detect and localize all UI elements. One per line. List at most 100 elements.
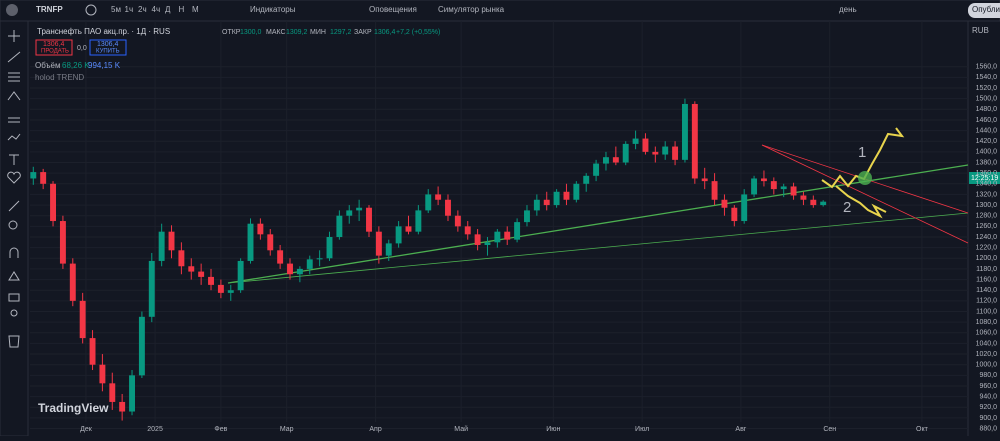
x-tick-label: Июл [635,426,649,433]
y-tick-label: 1440,0 [976,127,998,134]
ohlc-value: 1297,2 [330,29,352,36]
sell-button[interactable] [35,39,73,56]
ohlc-label: ЗАКР [354,29,372,36]
interval[interactable]: 5м [111,5,121,14]
y-tick-label: 1240,0 [976,234,998,241]
y-tick-label: 1400,0 [976,149,998,156]
interval[interactable]: 4ч [152,5,161,14]
candle-body [603,157,609,164]
candle-body [573,183,580,200]
candle-body [247,223,254,261]
interval[interactable]: 1ч [125,5,134,14]
y-tick-label: 1060,0 [976,330,998,337]
y-tick-label: 1460,0 [976,117,998,124]
candle-body [464,226,471,235]
ohlc-value: 1309,2 [286,29,308,36]
period[interactable]: день [839,5,857,14]
candle-body [356,207,363,211]
candle-body [158,231,165,261]
buy[interactable]: КУПИТЬ [96,49,120,55]
x-tick-label: Окт [916,426,929,433]
volume-value: 68,26 K [62,61,90,70]
y-tick-label: 1380,0 [976,159,998,166]
replay[interactable]: Симулятор рынка [438,5,505,14]
y-tick-label: 1180,0 [976,266,997,273]
candle-body [780,186,787,190]
add-symbol[interactable] [85,4,97,16]
y-tick-label: 1320,0 [976,191,998,198]
candle-body [208,276,214,285]
trend-line [227,212,969,284]
candle-body [524,210,530,223]
candle-body [277,250,284,264]
buy-button[interactable] [89,39,127,56]
buy-price[interactable]: 1306,4 [97,41,119,48]
candle-body [59,221,66,264]
interval[interactable]: 2ч [138,5,147,14]
annotation: 2 [843,199,851,216]
candle-body [593,163,600,176]
trend-line [761,144,969,244]
y-tick-label: 1300,0 [976,202,998,209]
candle-body [30,172,37,179]
y-tick-label: 920,0 [979,404,997,411]
interval[interactable]: М [192,5,199,14]
annotation: 1 [858,144,866,161]
publish-button[interactable] [968,3,1000,18]
candle-body [40,172,47,184]
candle-body [691,103,698,179]
y-tick-label: 1500,0 [976,96,998,103]
y-tick-label: 980,0 [979,372,997,379]
candle-body [366,207,372,232]
indicators[interactable]: Индикаторы [250,5,296,14]
candle-body [800,195,807,200]
y-tick-label: 1160,0 [976,276,997,283]
candle-body [770,181,777,190]
sell[interactable]: ПРОДАТЬ [41,49,69,55]
candle-body [99,364,106,384]
candle-body [346,210,353,216]
y-tick-label: 960,0 [979,383,997,390]
legend-title: Транснефть ПАО акц.пр. · 1Д · RUS [37,27,170,36]
volume-label: Объём [35,61,61,70]
candle-body [69,263,76,301]
top-toolbar [0,0,1000,22]
candle-body [237,260,244,291]
symbol[interactable]: TRNFP [36,5,63,14]
y-tick-label: 1220,0 [976,244,998,251]
x-tick-label: Дек [80,426,93,433]
candle-body [119,401,126,412]
candle-body [227,290,234,293]
candle-body [267,234,274,251]
y-tick-label: 1140,0 [976,287,997,294]
candle-body [494,231,501,243]
ohlc-value: 1306,4 [374,29,396,36]
candle-body [760,178,767,182]
y-tick-label: 1120,0 [976,298,997,305]
sell-price[interactable]: 1306,4 [43,41,65,48]
candle-body [583,175,590,184]
candle-body [514,222,521,240]
candle-body [375,231,382,256]
change: +7,2 (+0,55%) [396,29,440,36]
x-tick-label: 2025 [147,426,163,433]
candle-body [89,338,96,365]
y-tick-label: 940,0 [979,393,997,400]
candle-body [415,210,422,232]
candle-body [820,201,827,206]
interval[interactable]: Д [165,5,171,14]
ohlc-value: 1300,0 [240,29,262,36]
candle-body [316,258,323,260]
candle-body [731,207,738,222]
alerts[interactable]: Оповещения [369,5,417,14]
interval[interactable]: Н [179,5,185,14]
spread: 0,0 [77,45,87,52]
avatar[interactable] [6,4,18,16]
x-tick-label: Мар [280,426,294,433]
logo: TradingView [38,401,109,415]
y-tick-label: 1520,0 [976,85,998,92]
candle-body [296,268,303,275]
publish[interactable]: Опубли [972,5,1000,14]
